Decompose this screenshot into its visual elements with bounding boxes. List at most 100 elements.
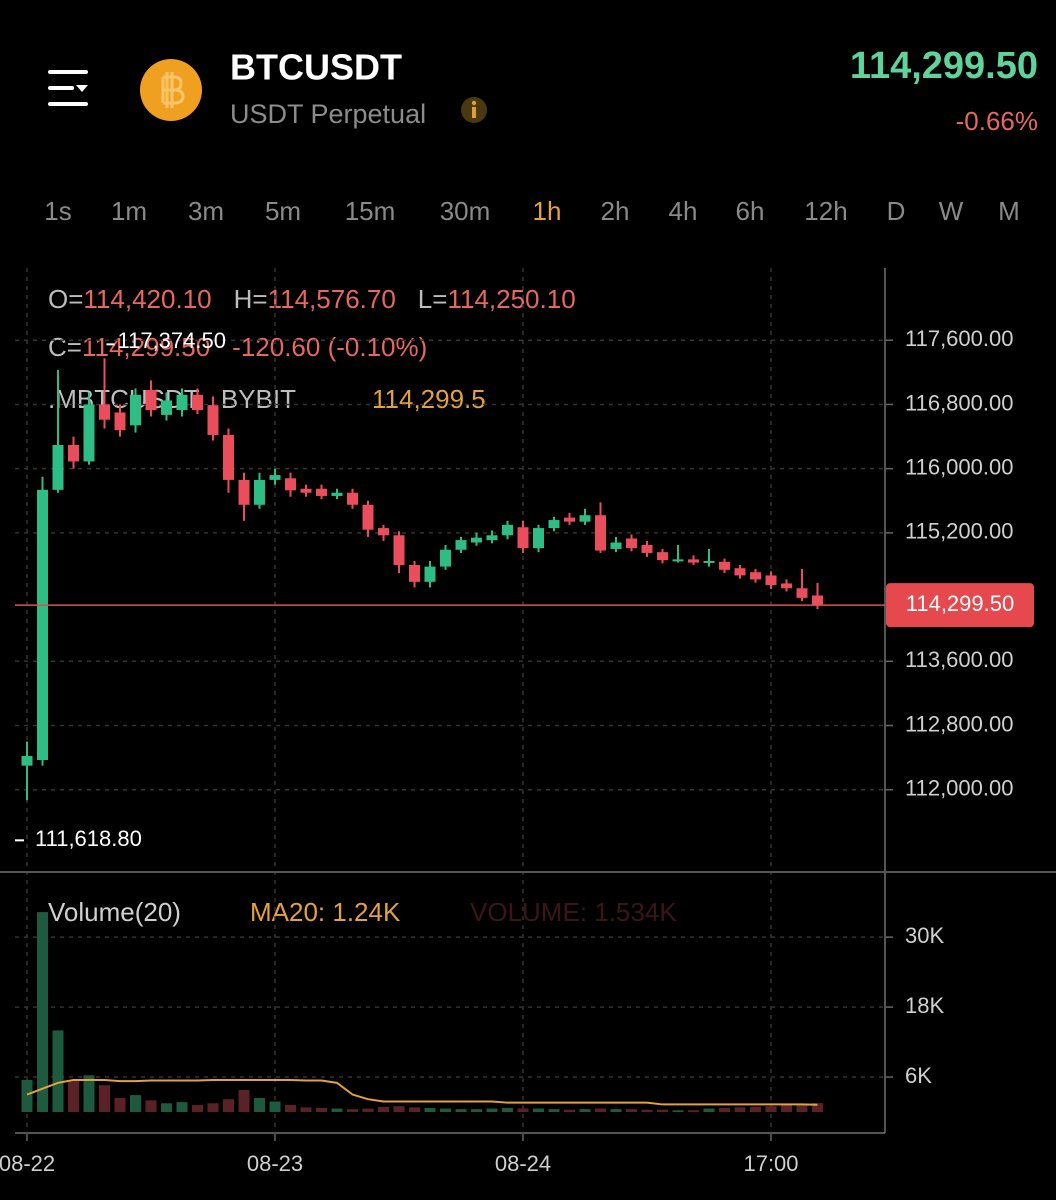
candle-body (486, 535, 498, 541)
candle-body (734, 568, 746, 576)
volume-bar (688, 1110, 699, 1113)
candle-body (378, 528, 389, 536)
candle-body (83, 404, 95, 462)
volume-bar (812, 1103, 823, 1113)
volume-bar (719, 1107, 730, 1113)
volume-bar (455, 1109, 467, 1113)
subtitle: USDT Perpetual (230, 99, 426, 129)
ohlc-row: O=114,420.10 H=114,576.70 L=114,250.10 (48, 284, 576, 314)
volume-bar (657, 1109, 668, 1113)
candle-body (672, 559, 684, 562)
volume-bar (564, 1109, 575, 1113)
close-row: C=114,299.50 -120.60 (-0.10%) (48, 332, 427, 362)
candle-body (223, 434, 234, 480)
y-tick-label: 112,000.00 (905, 776, 1013, 801)
volume-bar (641, 1109, 653, 1113)
volume-bar (765, 1106, 777, 1113)
candle-body (207, 405, 219, 435)
x-tick-label: 08-23 (247, 1151, 303, 1176)
symbol: BTCUSDT (230, 47, 402, 88)
volume-bar (238, 1089, 250, 1113)
timeframe-tab[interactable]: 30m (440, 196, 491, 226)
timeframe-tab[interactable]: W (939, 196, 964, 226)
candle-body (703, 560, 715, 563)
volume-bar (130, 1095, 141, 1113)
info-icon[interactable] (461, 97, 487, 123)
high-marker-label: 117,374.50 (118, 328, 226, 353)
timeframe-tab[interactable]: 5m (265, 196, 301, 226)
volume-bar (37, 912, 48, 1113)
timeframe-tab[interactable]: 1s (44, 196, 71, 226)
candle-body (688, 559, 699, 563)
y-tick-label: 115,200.00 (905, 519, 1013, 544)
timeframe-tab[interactable]: 1h (533, 196, 562, 226)
volume-bar (207, 1103, 219, 1113)
volume-bar (68, 1079, 79, 1113)
timeframe-tab[interactable]: 4h (669, 196, 698, 226)
candle-body (579, 515, 591, 522)
label: O= (48, 284, 83, 314)
candle-body (285, 478, 296, 491)
volume-bar (595, 1108, 606, 1113)
volume-bar (114, 1098, 126, 1113)
label: C= (48, 332, 82, 362)
volume-bar (424, 1107, 436, 1113)
volume-bar (750, 1106, 761, 1113)
candle-body (68, 444, 79, 462)
volume-bar (378, 1106, 389, 1113)
candle-body (750, 572, 761, 580)
candle-body (21, 756, 33, 766)
candle-body (176, 394, 188, 411)
volume-bar (471, 1109, 482, 1113)
label: L= (418, 284, 448, 314)
volume-bar (486, 1108, 498, 1113)
index-price: 114,299.5 (372, 384, 486, 414)
low-marker-label: 111,618.80 (35, 826, 142, 851)
volume-bar (517, 1108, 529, 1113)
candle-body (502, 524, 513, 536)
volume-bar (223, 1099, 234, 1113)
candle-body (99, 404, 110, 420)
timeframe-tab[interactable]: 12h (804, 196, 847, 226)
last-price-tag (886, 583, 1034, 628)
candle-body (331, 492, 343, 496)
low-value: 114,250.10 (447, 284, 575, 314)
volume-title: Volume(20) (48, 897, 181, 927)
y-tick-label: 18K (905, 993, 944, 1018)
timeframe-tab[interactable]: M (998, 196, 1020, 226)
y-tick-label: 30K (905, 923, 944, 948)
candle-body (347, 492, 358, 505)
candle-body (238, 479, 250, 505)
candle-body (455, 540, 467, 550)
volume-bar (285, 1105, 296, 1113)
volume-bar (796, 1105, 808, 1113)
candle-body (362, 504, 374, 530)
candle-body (316, 488, 327, 496)
timeframe-tab[interactable]: 15m (345, 196, 396, 226)
timeframe-tab[interactable]: 3m (188, 196, 224, 226)
timeframe-tab[interactable]: 1m (111, 196, 147, 226)
x-tick-label: 17:00 (743, 1151, 798, 1176)
candle-body (130, 394, 141, 426)
timeframe-tab[interactable]: D (887, 196, 906, 226)
candle-body (52, 444, 64, 490)
volume-bar (548, 1109, 560, 1113)
candle-body (657, 552, 668, 561)
volume-bar (176, 1102, 188, 1113)
y-tick-label: 116,000.00 (905, 454, 1013, 479)
x-tick-label: 08-24 (495, 1151, 551, 1176)
candle-body (641, 544, 653, 553)
timeframe-tab[interactable]: 2h (601, 196, 630, 226)
volume-bar (99, 1085, 110, 1113)
timeframe-tab[interactable]: 6h (736, 196, 765, 226)
volume-bar (316, 1107, 327, 1113)
menu-button[interactable] (48, 70, 88, 106)
volume-bar (83, 1075, 95, 1113)
candle-body (192, 394, 203, 411)
candle-body (145, 390, 157, 411)
change-value: -120.60 (-0.10%) (232, 332, 427, 362)
last-price: 114,299.50 (850, 45, 1038, 87)
candle-body (269, 475, 281, 480)
